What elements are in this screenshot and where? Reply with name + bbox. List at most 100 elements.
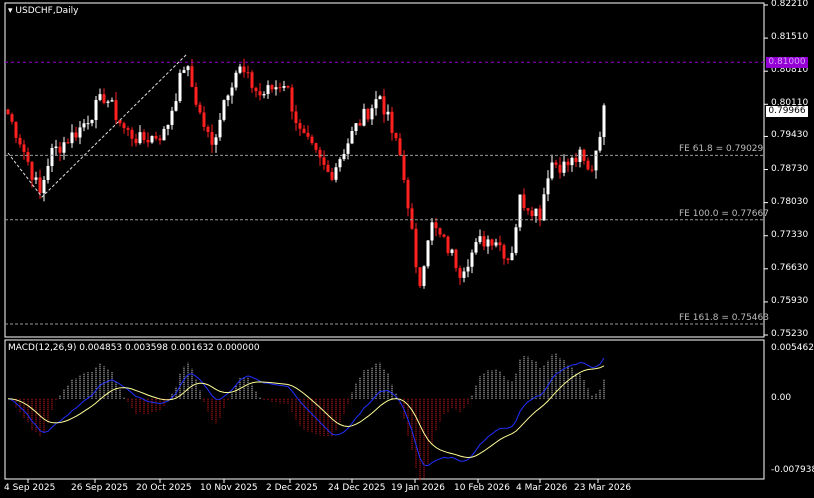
candle-body — [162, 128, 166, 141]
candle-body — [66, 142, 70, 144]
candle-body — [318, 149, 322, 158]
fibonacci-expansion-tool[interactable] — [7, 53, 188, 198]
alert-price-tag: 0.81000 — [766, 57, 808, 69]
candle-body — [414, 228, 418, 268]
candle-body — [474, 242, 478, 253]
candle-body — [554, 162, 558, 165]
macd-panel-border — [4, 339, 765, 480]
candle-body — [138, 132, 142, 144]
candle-body — [146, 139, 150, 143]
candle-body — [410, 208, 414, 229]
candle-body — [534, 208, 538, 217]
candle-body — [26, 152, 30, 162]
candle-body — [134, 138, 138, 144]
candle-body — [46, 166, 50, 180]
candle-body — [590, 169, 594, 171]
fe-level-label: FE 100.0 = 0.77667 — [679, 208, 769, 219]
signal-line — [7, 365, 605, 459]
candle-body — [362, 108, 366, 126]
candle-body — [462, 271, 466, 278]
candle-body — [266, 85, 270, 95]
candle-body — [562, 161, 566, 173]
candle-body — [50, 148, 54, 167]
candle-body — [262, 94, 266, 96]
macd-line — [7, 357, 605, 467]
candle-body — [426, 240, 430, 267]
candle-body — [538, 208, 542, 221]
candle-body — [502, 245, 506, 259]
candle-body — [166, 124, 170, 129]
candle-body — [334, 167, 338, 180]
candle-body — [510, 252, 514, 261]
candle-body — [58, 146, 62, 153]
candle-body — [570, 157, 574, 166]
candle-body — [482, 236, 486, 247]
candle-body — [198, 104, 202, 113]
time-axis-label: 4 Sep 2025 — [4, 483, 56, 493]
candle-body — [90, 119, 94, 124]
candle-body — [530, 210, 534, 217]
candle-body — [470, 252, 474, 267]
candle-body — [394, 132, 398, 139]
price-axis-label: 0.78030 — [771, 196, 809, 207]
candle-body — [286, 86, 290, 88]
fe-level-label: FE 161.8 = 0.75463 — [679, 312, 769, 323]
candle-body — [358, 123, 362, 126]
time-axis-label: 10 Nov 2025 — [200, 483, 258, 493]
candle-body — [94, 99, 98, 120]
candle-body — [338, 159, 342, 168]
price-axis-label: 0.81510 — [771, 32, 809, 43]
candle-body — [202, 112, 206, 127]
candle-body — [418, 267, 422, 286]
candle-body — [518, 194, 522, 228]
candle-body — [254, 87, 258, 92]
time-axis-label: 20 Oct 2025 — [136, 483, 192, 493]
price-axis-label: 0.82210 — [771, 0, 809, 9]
candle-body — [186, 66, 190, 71]
macd-label: MACD(12,26,9) 0.004853 0.003598 0.001632… — [8, 343, 260, 353]
candle-body — [114, 100, 118, 120]
candle-body — [486, 239, 490, 247]
candle-body — [298, 123, 302, 129]
time-axis-label: 26 Sep 2025 — [71, 483, 129, 493]
candle-body — [74, 132, 78, 138]
candle-body — [390, 111, 394, 133]
candle-body — [106, 101, 110, 103]
candle-body — [142, 132, 146, 140]
candle-body — [594, 150, 598, 171]
candle-body — [582, 149, 586, 161]
price-axis-label: 0.77330 — [771, 229, 809, 240]
candle-body — [374, 99, 378, 109]
candle-body — [110, 100, 114, 102]
candle-body — [314, 143, 318, 150]
candle-body — [306, 132, 310, 137]
candle-body — [434, 222, 438, 229]
macd-axis-label: 0.00 — [771, 392, 792, 403]
candle-body — [54, 146, 58, 149]
candle-body — [170, 110, 174, 125]
candle-body — [130, 129, 134, 139]
candle-body — [526, 208, 530, 211]
price-axis-label: 0.80110 — [771, 98, 809, 109]
candle-body — [182, 70, 186, 73]
candle-body — [126, 128, 130, 130]
candle-body — [118, 119, 122, 124]
candle-body — [566, 161, 570, 166]
price-axis-label: 0.76630 — [771, 262, 809, 273]
current-price-tag: 0.79966 — [766, 106, 808, 118]
candle-body — [438, 228, 442, 235]
macd-axis-label: 0.005462 — [771, 343, 814, 353]
candle-body — [458, 268, 462, 278]
candle-body — [34, 177, 38, 180]
candle-body — [270, 85, 274, 90]
candle-body — [174, 101, 178, 111]
candle-body — [586, 160, 590, 170]
candle-body — [494, 242, 498, 246]
candle-body — [450, 249, 454, 253]
candle-body — [558, 164, 562, 173]
candle-body — [454, 249, 458, 269]
candle-body — [154, 136, 158, 139]
time-axis-label: 19 Jan 2026 — [391, 483, 445, 493]
candle-body — [294, 111, 298, 124]
